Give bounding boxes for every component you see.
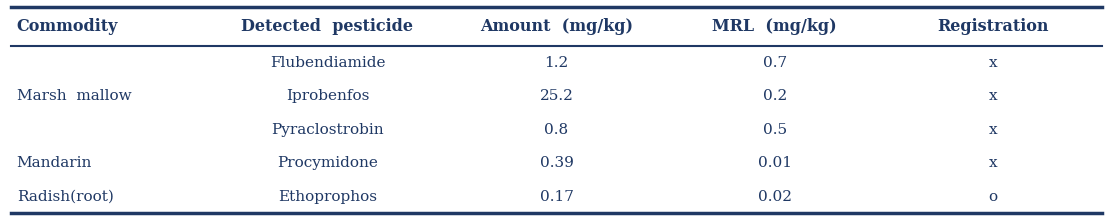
Text: Radish(root): Radish(root) xyxy=(17,190,114,204)
Text: 0.5: 0.5 xyxy=(762,123,787,137)
Text: 0.8: 0.8 xyxy=(544,123,569,137)
Text: 0.39: 0.39 xyxy=(540,156,573,170)
Text: x: x xyxy=(988,123,997,137)
Text: 0.2: 0.2 xyxy=(762,89,787,103)
Text: x: x xyxy=(988,89,997,103)
Text: 0.01: 0.01 xyxy=(758,156,791,170)
Text: Flubendiamide: Flubendiamide xyxy=(269,56,385,70)
Text: Ethoprophos: Ethoprophos xyxy=(278,190,377,204)
Text: Amount  (mg/kg): Amount (mg/kg) xyxy=(480,18,633,35)
Text: 0.7: 0.7 xyxy=(762,56,787,70)
Text: 0.17: 0.17 xyxy=(540,190,573,204)
Text: MRL  (mg/kg): MRL (mg/kg) xyxy=(712,18,837,35)
Text: Registration: Registration xyxy=(937,18,1048,35)
Text: Mandarin: Mandarin xyxy=(17,156,92,170)
Text: Detected  pesticide: Detected pesticide xyxy=(242,18,413,35)
Text: Pyraclostrobin: Pyraclostrobin xyxy=(272,123,384,137)
Text: 25.2: 25.2 xyxy=(540,89,573,103)
Text: Iprobenfos: Iprobenfos xyxy=(286,89,370,103)
Text: 1.2: 1.2 xyxy=(544,56,569,70)
Text: x: x xyxy=(988,56,997,70)
Text: Procymidone: Procymidone xyxy=(277,156,378,170)
Text: o: o xyxy=(988,190,997,204)
Text: 0.02: 0.02 xyxy=(758,190,791,204)
Text: Commodity: Commodity xyxy=(17,18,118,35)
Text: Marsh  mallow: Marsh mallow xyxy=(17,89,131,103)
Text: x: x xyxy=(988,156,997,170)
